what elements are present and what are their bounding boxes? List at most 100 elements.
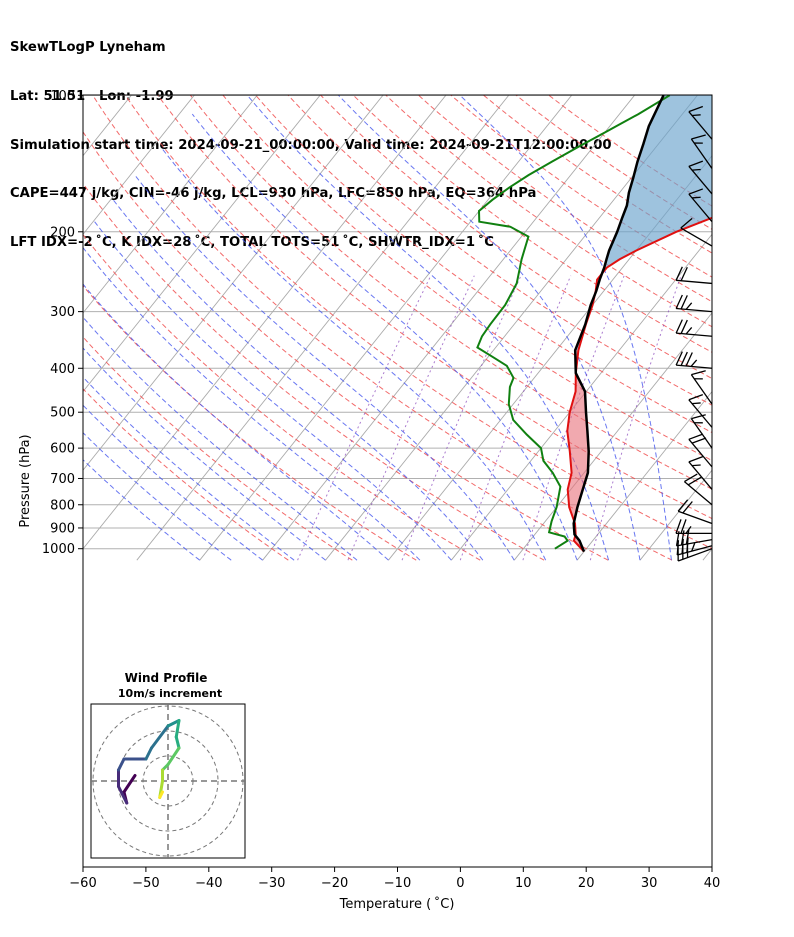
wind-barb-feather (685, 302, 693, 310)
wind-barb-feather (685, 352, 693, 367)
dewpoint-line (476, 95, 671, 550)
wind-barb-feather (685, 525, 692, 534)
wind-barb-staff (688, 399, 713, 428)
y-tick-label: 500 (50, 406, 75, 421)
isotherm (576, 390, 712, 561)
wind-barb-staff (690, 418, 713, 449)
dry-adiabat (287, 95, 712, 406)
wind-barb-feather (692, 168, 701, 171)
wind-barb-feather (675, 319, 683, 334)
mixing-ratio-line (459, 275, 572, 561)
mixing-ratio-line (347, 275, 475, 561)
y-tick-label: 200 (50, 225, 75, 240)
moist-adiabat (94, 221, 452, 561)
isotherm (199, 95, 573, 561)
chart-header: SkewTLogP Lyneham Lat: 51.51 Lon: -1.99 … (10, 8, 612, 267)
wind-barb-feather (692, 196, 701, 199)
wind-barb-feather (682, 501, 693, 514)
mixing-ratio-line (522, 275, 625, 561)
wind-barb-staff (688, 165, 713, 195)
wind-barb-feather (692, 464, 701, 467)
wind-barb (675, 519, 712, 534)
isotherm (262, 95, 636, 561)
dry-adiabat (83, 336, 353, 561)
isotherm (83, 95, 196, 236)
wind-barb-feather (688, 160, 704, 167)
wind-barb-feather (680, 319, 688, 334)
y-tick-label: 800 (50, 498, 75, 513)
isotherm (0, 85, 77, 560)
wind-barb (688, 160, 713, 195)
header-indices-cape: CAPE=447 j/kg, CIN=-46 j/kg, LCL=930 hPa… (10, 186, 537, 202)
hodograph-segment (158, 790, 164, 799)
wind-barb-staff (684, 481, 713, 506)
moist-adiabat (160, 146, 547, 561)
wind-barb-feather (685, 327, 693, 335)
y-tick-label: 1000 (42, 542, 75, 557)
moist-adiabat (83, 431, 232, 561)
y-tick-label: 100 (50, 89, 75, 104)
y-tick-label: 600 (50, 442, 75, 457)
x-tick-label: 40 (704, 876, 721, 891)
x-tick-label: −50 (132, 876, 159, 891)
dry-adiabat (83, 388, 289, 561)
wind-barb-feather (675, 266, 683, 281)
wind-barb-feather (681, 538, 684, 554)
inset-subtitle: 10m/s increment (118, 687, 222, 700)
wind-barb-staff (677, 510, 713, 525)
x-tick-label: −10 (384, 876, 411, 891)
wind-barb-staff (688, 111, 713, 140)
wind-barb-feather (691, 134, 706, 140)
y-tick-label: 900 (50, 521, 75, 536)
x-tick-label: −60 (69, 876, 96, 891)
wind-barb-feather (690, 359, 698, 367)
x-tick-label: 30 (641, 876, 658, 891)
x-tick-label: 20 (578, 876, 595, 891)
wind-barb (684, 473, 713, 506)
dry-adiabat (157, 95, 712, 520)
wind-barb-staff (688, 461, 713, 490)
wind-barb-feather (680, 351, 688, 366)
hodograph-segment (144, 746, 153, 761)
wind-barb-feather (692, 402, 701, 405)
moist-adiabat (134, 174, 515, 561)
wind-barb-feather (680, 266, 688, 282)
dry-adiabat (83, 284, 417, 561)
wind-barb (676, 537, 713, 556)
isotherm (83, 95, 258, 314)
moist-adiabat (83, 459, 201, 561)
wind-barb-feather (686, 537, 689, 553)
wind-barb (680, 217, 713, 247)
wind-barb (688, 394, 713, 428)
dry-adiabat (83, 233, 481, 561)
inset-title: Wind Profile (125, 671, 208, 685)
wind-barb-feather (684, 473, 698, 483)
wind-barb (688, 433, 713, 468)
wind-barb-staff (677, 545, 713, 556)
moist-adiabat (191, 113, 578, 561)
sounding-lines (476, 95, 712, 553)
wind-barb-staff (690, 374, 713, 405)
moist-adiabat (338, 95, 641, 561)
dry-adiabat (319, 95, 712, 380)
mixing-ratio-line (589, 275, 682, 561)
temperature-line (566, 216, 712, 553)
y-tick-label: 400 (50, 362, 75, 377)
plot-axes: −60 −50 −40 −30 −20 −10 0 10 20 30 40 1000 900 800 700… (42, 89, 720, 891)
dry-adiabat (83, 131, 609, 561)
dry-adiabat (352, 95, 712, 353)
wind-barb-feather (692, 114, 701, 117)
wind-barb (690, 134, 713, 169)
cape-cin-fill (567, 95, 712, 552)
wind-barb-feather (688, 456, 704, 463)
x-tick-label: −40 (195, 876, 222, 891)
wind-barb-staff (690, 138, 713, 169)
wind-barb-feather (675, 294, 683, 309)
x-tick-label: −30 (258, 876, 285, 891)
hodograph-segment (117, 757, 126, 772)
wind-barb-staff (676, 538, 713, 547)
moist-adiabat (83, 246, 421, 561)
dry-adiabat (83, 182, 545, 561)
wind-barb-feather (691, 542, 696, 552)
